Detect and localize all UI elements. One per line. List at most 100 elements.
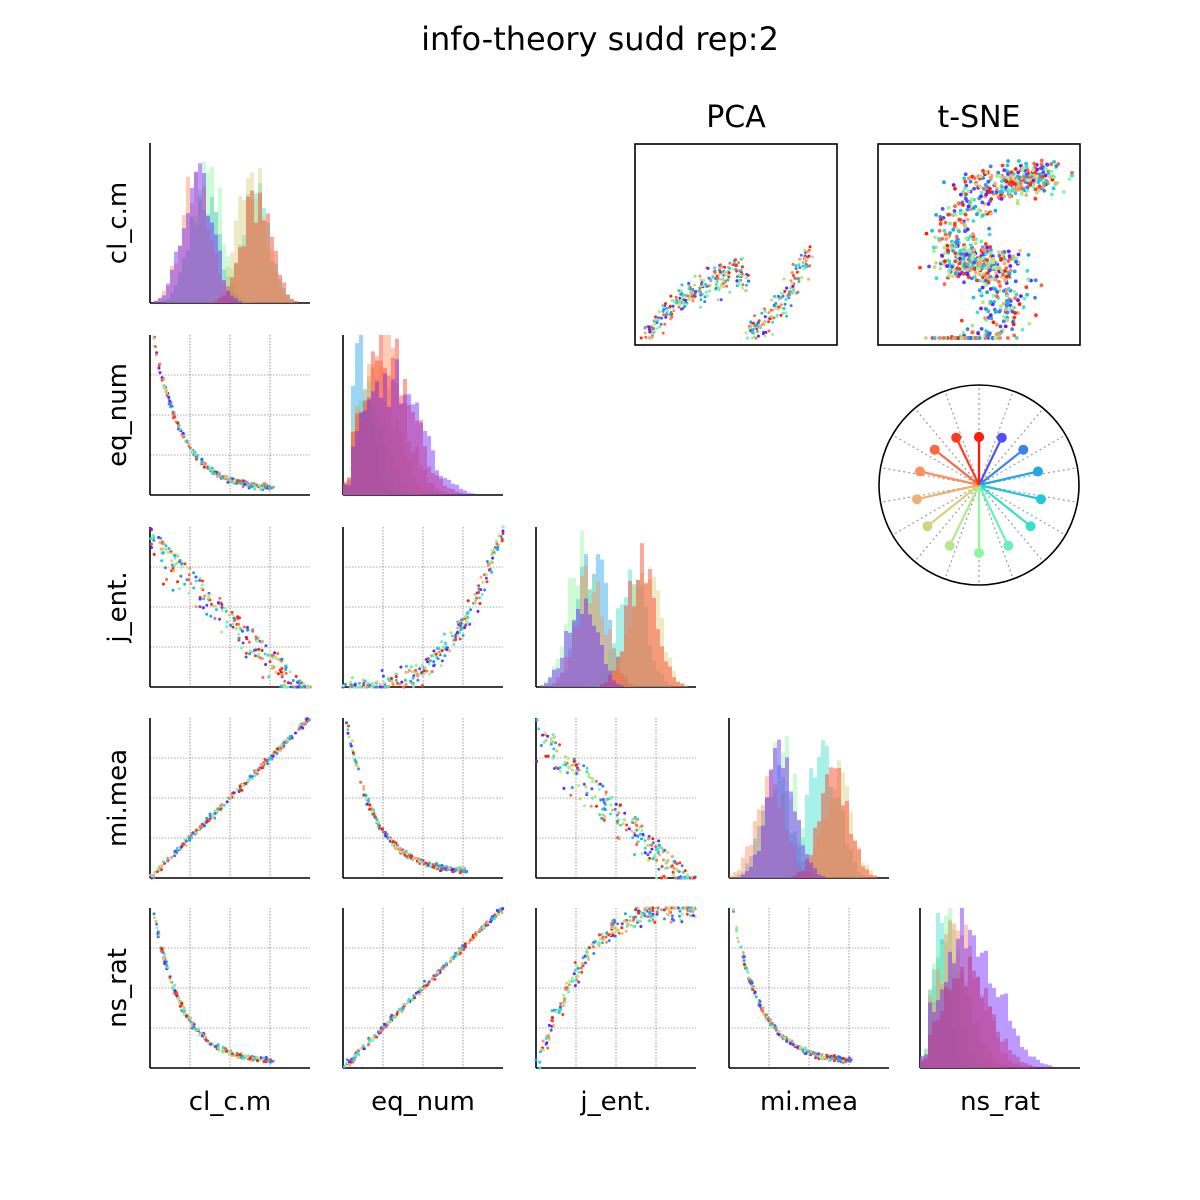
data-point (1070, 171, 1074, 175)
data-point (220, 603, 224, 606)
data-point (947, 273, 951, 278)
data-point (541, 1048, 545, 1052)
histogram-bar (218, 187, 222, 303)
data-point (257, 647, 261, 651)
data-point (302, 721, 306, 725)
histogram-bar (608, 670, 612, 687)
data-point (794, 264, 798, 268)
data-point (953, 271, 958, 276)
data-point (1008, 268, 1013, 273)
data-point (432, 653, 436, 657)
data-point (671, 304, 675, 308)
data-point (972, 176, 977, 181)
data-point (988, 268, 992, 273)
data-point (162, 384, 166, 388)
histogram-bar (829, 786, 833, 878)
histogram-bar (976, 977, 980, 1068)
data-point (220, 608, 224, 612)
histogram-bar (198, 195, 202, 303)
data-point (203, 594, 207, 598)
data-point (998, 284, 1002, 288)
data-point (981, 213, 985, 218)
histogram-bar (363, 400, 367, 495)
data-point (602, 800, 606, 804)
histogram-bar (932, 1010, 936, 1068)
data-point (189, 448, 193, 452)
data-point (790, 1039, 794, 1043)
data-point (661, 331, 665, 335)
data-point (741, 950, 745, 954)
histogram-bar (351, 431, 355, 495)
data-point (194, 575, 198, 579)
data-point (589, 804, 593, 808)
data-point (1019, 184, 1023, 189)
data-point (679, 298, 683, 302)
data-point (610, 925, 614, 929)
data-point (466, 599, 470, 603)
data-point (771, 320, 775, 324)
data-point (628, 919, 632, 923)
histogram-bar (652, 597, 656, 687)
data-point (416, 678, 420, 682)
data-point (1005, 293, 1010, 298)
data-point (570, 786, 574, 789)
histogram-bar (1016, 1063, 1020, 1068)
data-point (399, 847, 403, 851)
data-point (749, 326, 752, 330)
data-point (707, 276, 711, 280)
histogram-bar (238, 301, 242, 303)
histogram-bar (242, 235, 246, 303)
data-point (688, 908, 691, 912)
data-point (241, 479, 245, 483)
data-point (979, 306, 983, 311)
data-point (348, 685, 352, 689)
data-point (620, 932, 624, 935)
data-point (640, 824, 644, 828)
histogram-bar (801, 861, 805, 878)
data-point (994, 332, 999, 337)
data-point (232, 791, 236, 795)
polar-spoke (978, 470, 1039, 487)
data-point (248, 1056, 252, 1060)
data-point (785, 314, 789, 318)
data-point (973, 241, 978, 246)
histogram-bar (664, 661, 668, 687)
histogram-bar (765, 797, 769, 878)
histogram-bar (656, 590, 660, 687)
data-point (454, 951, 457, 955)
data-point (667, 913, 670, 917)
data-point (170, 551, 174, 555)
histogram-bar (415, 482, 419, 495)
data-point (956, 336, 961, 340)
data-point (454, 635, 458, 639)
data-point (419, 860, 423, 864)
data-point (974, 270, 978, 275)
histogram-bar (375, 381, 379, 495)
histogram-bar (359, 412, 363, 495)
histogram-bar (600, 559, 604, 687)
data-point (635, 919, 639, 923)
data-point (592, 952, 596, 955)
data-point (256, 1059, 259, 1063)
data-point (425, 669, 429, 673)
data-point (753, 990, 757, 994)
y-axis-label: cl_c.m (103, 182, 133, 264)
histogram-bar (781, 767, 785, 878)
histogram-bar (948, 919, 952, 1068)
data-point (223, 606, 227, 610)
histogram-bar (580, 566, 584, 687)
data-point (196, 453, 200, 457)
data-point (179, 1004, 183, 1008)
histogram-bar (178, 283, 182, 303)
data-point (200, 457, 204, 461)
data-point (171, 588, 175, 592)
data-point (631, 836, 635, 840)
data-point (202, 462, 206, 466)
data-point (300, 725, 303, 729)
data-point (390, 680, 394, 683)
data-point (581, 962, 584, 965)
histogram-bar (250, 301, 254, 303)
data-point (667, 906, 671, 910)
histogram-bar (984, 987, 988, 1068)
data-point (535, 718, 539, 722)
